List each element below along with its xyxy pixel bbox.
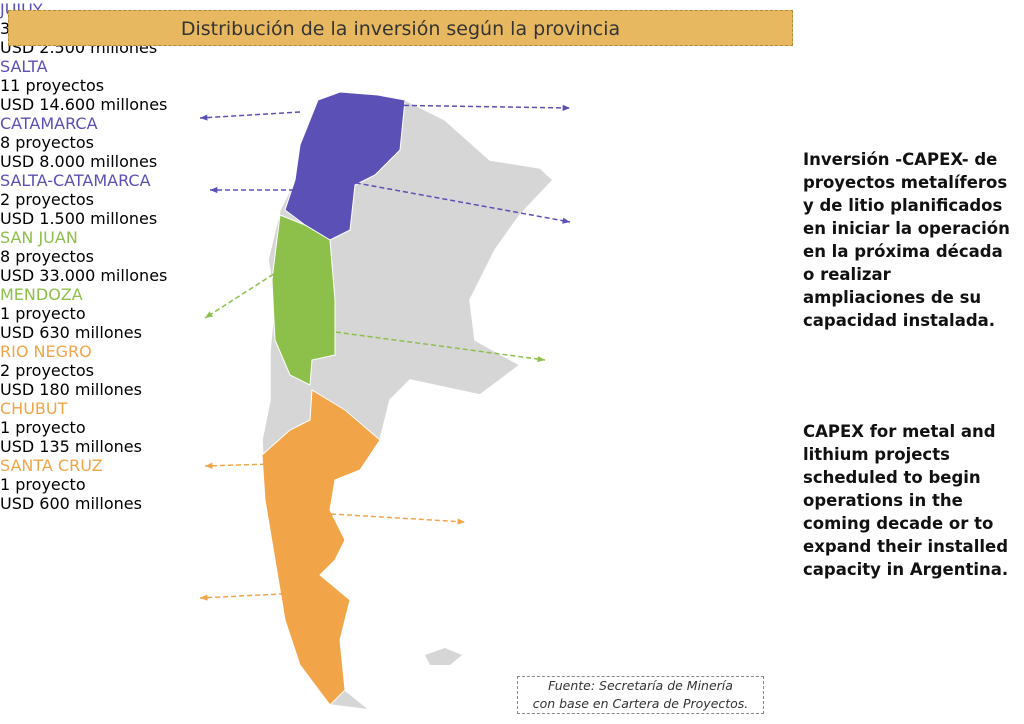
description-en: CAPEX for metal and lithium projects sched… [803, 420, 1008, 581]
province-card: CATAMARCA 8 proyectos USD 8.000 millones [0, 114, 1024, 171]
investment: USD 135 millones [0, 437, 142, 456]
region-north [284, 91, 406, 241]
project-count: 11 proyectos [0, 76, 105, 95]
project-count: 1 proyecto [0, 418, 86, 437]
arrow [199, 111, 301, 119]
investment: USD 33.000 millones [0, 266, 168, 285]
arrow [339, 179, 571, 223]
text-line: lithium projects [803, 445, 950, 464]
region-cuyo [271, 214, 336, 386]
project-count: 8 proyectos [0, 133, 94, 152]
text-line: en iniciar la operación [803, 219, 1010, 238]
arrow-head [537, 355, 545, 363]
region-patagonia [261, 389, 381, 706]
arrow [204, 462, 306, 467]
arrow-head [457, 518, 465, 525]
province-name: CHUBUT [0, 399, 68, 418]
project-count: 1 proyecto [0, 304, 86, 323]
investment: USD 14.600 millones [0, 95, 168, 114]
province-name: SALTA [0, 57, 48, 76]
description-es: Inversión -CAPEX- de proyectos metalífero… [803, 148, 1010, 332]
province-card: RIO NEGRO 2 proyectos USD 180 millones [0, 342, 1024, 399]
province-card: SAN JUAN 8 proyectos USD 33.000 millones [0, 228, 1024, 285]
province-card: CHUBUT 1 proyecto USD 135 millones [0, 399, 1024, 456]
project-count: 2 proyectos [0, 190, 94, 209]
province-name: SANTA CRUZ [0, 456, 103, 475]
text-line: coming decade or to [803, 514, 994, 533]
text-line: con base en Cartera de Proyectos. [532, 696, 749, 711]
province-name: CATAMARCA [0, 114, 98, 133]
investment: USD 630 millones [0, 323, 142, 342]
text-line: CAPEX for metal and [803, 422, 996, 441]
text-line: en la próxima década [803, 242, 1003, 261]
arrow-head [200, 114, 208, 121]
project-count: 2 proyectos [0, 361, 94, 380]
province-name: RIO NEGRO [0, 342, 92, 361]
investment: USD 8.000 millones [0, 152, 158, 171]
text-line: proyectos metalíferos [803, 173, 1008, 192]
text-line: o realizar [803, 265, 891, 284]
project-count: 8 proyectos [0, 247, 94, 266]
islands [425, 648, 462, 665]
province-name: SAN JUAN [0, 228, 78, 247]
text-line: scheduled to begin [803, 468, 981, 487]
text-line: expand their installed [803, 537, 1009, 556]
arrow-head [562, 217, 570, 224]
investment: USD 180 millones [0, 380, 142, 399]
text-line: y de litio planificados [803, 196, 1003, 215]
project-count: 1 proyecto [0, 475, 86, 494]
arrow-head [562, 104, 570, 111]
investment: USD 1.500 millones [0, 209, 158, 228]
text-line: ampliaciones de su [803, 288, 982, 307]
province-card: SALTA 11 proyectos USD 14.600 millones [0, 57, 1024, 114]
text-line: Inversión -CAPEX- de [803, 150, 998, 169]
arrow [314, 512, 466, 523]
arrow [319, 329, 546, 361]
text-line: capacidad instalada. [803, 311, 996, 330]
province-card: SALTA-CATAMARCA 2 proyectos USD 1.500 mill… [0, 171, 1024, 228]
arrow-head [200, 594, 208, 601]
province-name: MENDOZA [0, 285, 83, 304]
arrow-head [205, 311, 213, 318]
source: Fuente: Secretaría de Minería con base en… [517, 676, 764, 714]
arrow [199, 592, 301, 599]
province-card: SANTA CRUZ 1 proyecto USD 600 millones [0, 456, 1024, 513]
text-line: operations in the [803, 491, 963, 510]
text-line: Fuente: Secretaría de Minería [548, 678, 733, 693]
province-name: SALTA-CATAMARCA [0, 171, 151, 190]
arrow [204, 269, 281, 319]
title-bar: Distribución de la inversión según la pr… [8, 10, 793, 46]
province-card: MENDOZA 1 proyecto USD 630 millones [0, 285, 1024, 342]
text-line: capacity in Argentina. [803, 560, 1009, 579]
investment: USD 600 millones [0, 494, 142, 513]
arrow-head [205, 462, 213, 469]
arrow-head [210, 186, 218, 194]
